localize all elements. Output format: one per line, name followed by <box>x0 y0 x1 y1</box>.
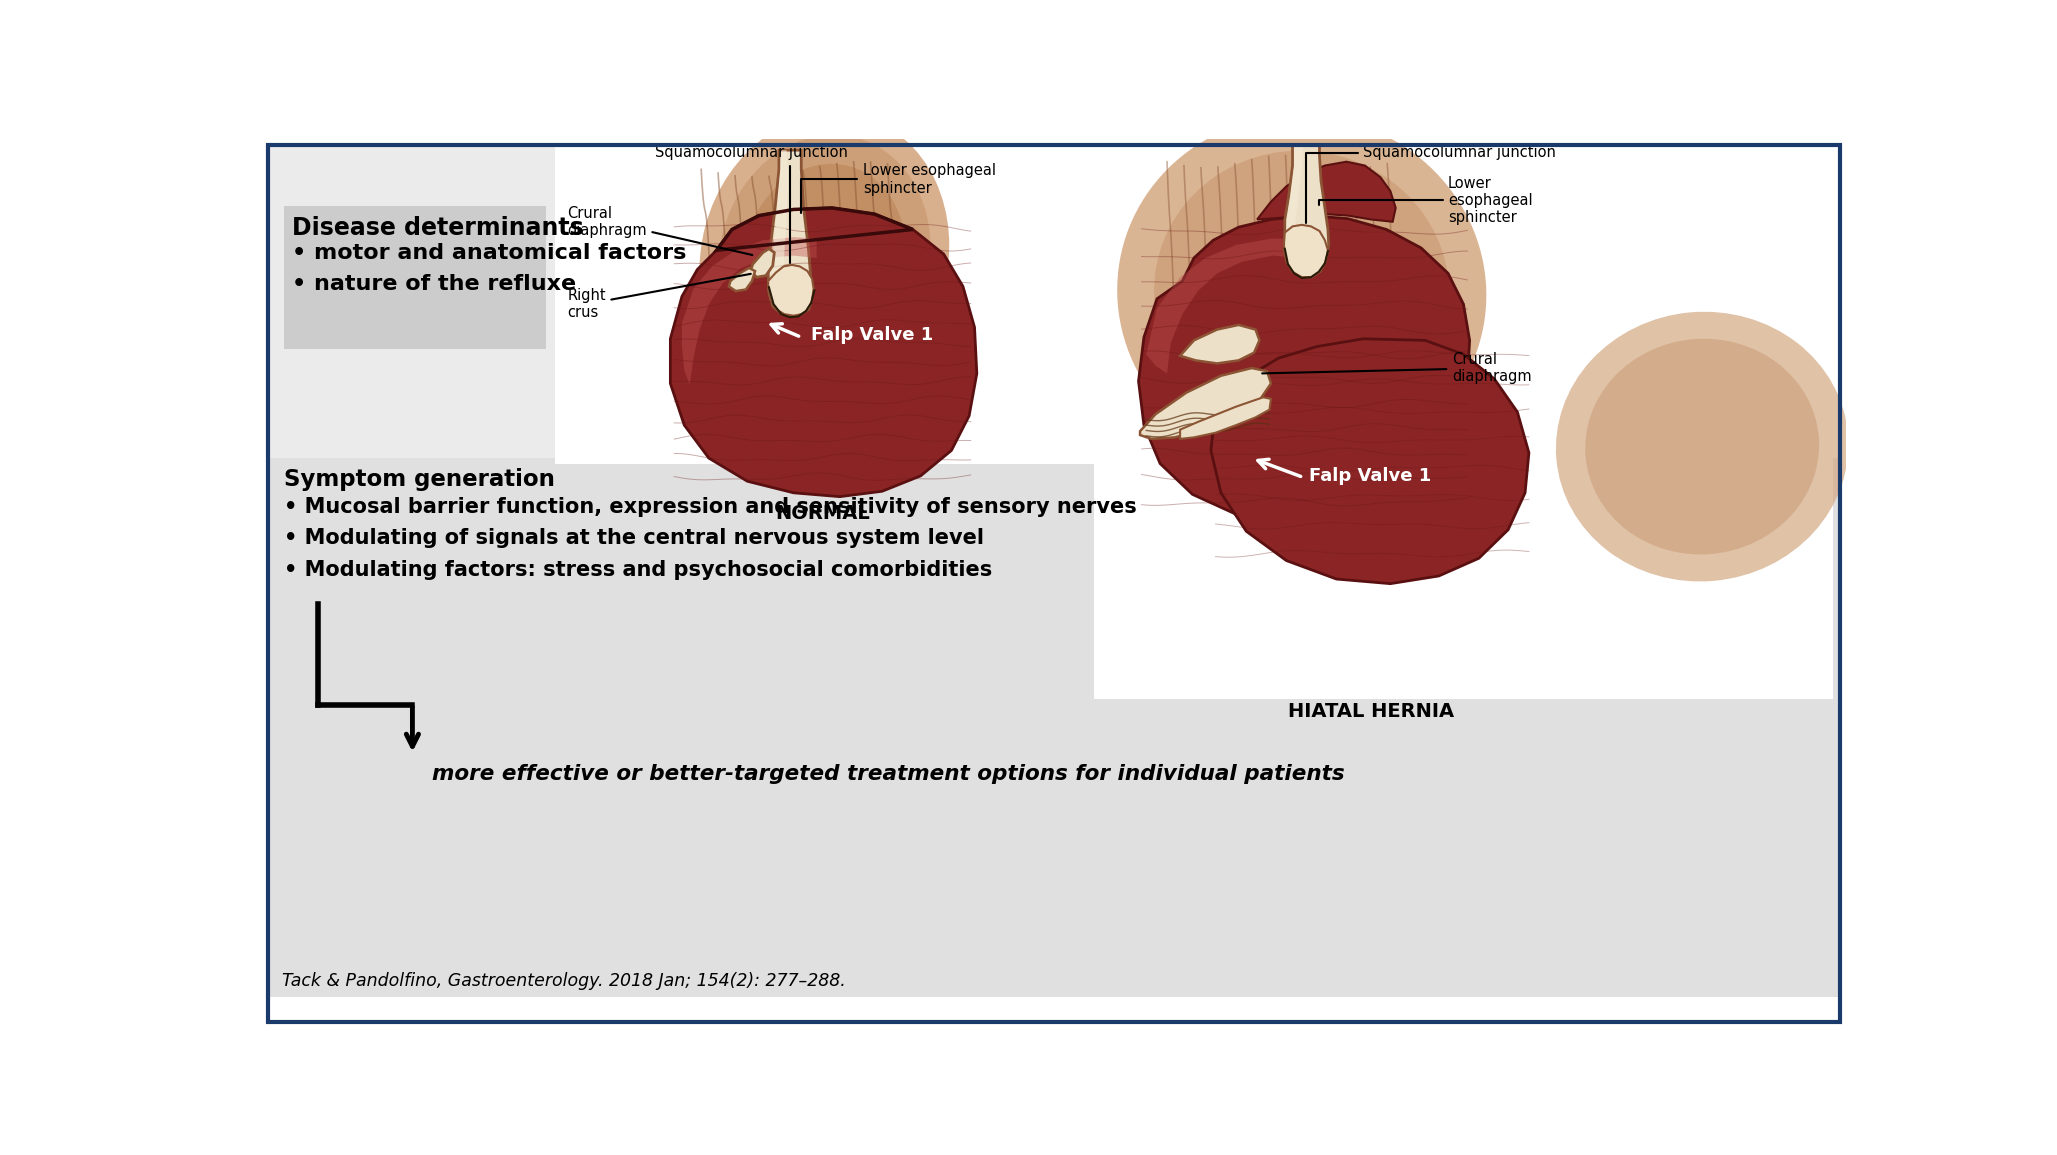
Polygon shape <box>1286 144 1304 268</box>
Polygon shape <box>767 150 810 315</box>
Ellipse shape <box>1117 116 1487 470</box>
Bar <box>284 207 545 349</box>
Polygon shape <box>1181 397 1271 439</box>
Text: Crural
diaphragm: Crural diaphragm <box>1263 352 1532 385</box>
Text: Squamocolumnar junction: Squamocolumnar junction <box>1306 146 1557 223</box>
Polygon shape <box>767 264 815 315</box>
Text: NORMAL: NORMAL <box>775 505 870 523</box>
Polygon shape <box>671 208 977 497</box>
Text: Falp Valve 1: Falp Valve 1 <box>1310 467 1432 485</box>
Text: Squamocolumnar junction: Squamocolumnar junction <box>654 146 847 263</box>
Text: Tack & Pandolfino, Gastroenterology. 2018 Jan; 154(2): 277–288.: Tack & Pandolfino, Gastroenterology. 201… <box>282 971 845 990</box>
Ellipse shape <box>1154 151 1450 434</box>
Text: Lower
esophageal
sphincter: Lower esophageal sphincter <box>1319 176 1532 225</box>
Text: • Modulating of signals at the central nervous system level: • Modulating of signals at the central n… <box>284 528 983 549</box>
Polygon shape <box>1181 325 1259 364</box>
Text: • nature of the refluxe: • nature of the refluxe <box>292 274 576 295</box>
Polygon shape <box>1284 225 1329 277</box>
Text: Falp Valve 1: Falp Valve 1 <box>810 326 932 344</box>
Bar <box>1094 144 1833 699</box>
Text: Lower esophageal
sphincter: Lower esophageal sphincter <box>802 163 996 213</box>
Ellipse shape <box>1555 312 1849 581</box>
Polygon shape <box>1138 216 1469 522</box>
Text: • motor and anatomical factors: • motor and anatomical factors <box>292 244 685 263</box>
Polygon shape <box>728 268 755 291</box>
Text: more effective or better-targeted treatment options for individual patients: more effective or better-targeted treatm… <box>432 763 1345 784</box>
Polygon shape <box>1212 338 1528 583</box>
Bar <box>555 144 1103 464</box>
Text: • Mucosal barrier function, expression and sensitivity of sensory nerves: • Mucosal barrier function, expression a… <box>284 497 1138 516</box>
Polygon shape <box>683 237 817 385</box>
Polygon shape <box>771 150 788 313</box>
Ellipse shape <box>699 113 948 403</box>
Bar <box>267 459 1841 997</box>
Ellipse shape <box>718 135 930 381</box>
Text: HIATAL HERNIA: HIATAL HERNIA <box>1288 702 1454 721</box>
Text: Disease determinants: Disease determinants <box>292 216 584 239</box>
Bar <box>267 144 562 461</box>
Text: Crural
diaphragm: Crural diaphragm <box>568 206 753 255</box>
Polygon shape <box>751 248 773 277</box>
Polygon shape <box>1286 144 1329 271</box>
Ellipse shape <box>743 164 905 352</box>
Text: • Modulating factors: stress and psychosocial comorbidities: • Modulating factors: stress and psychos… <box>284 560 991 580</box>
Text: Symptom generation: Symptom generation <box>284 468 555 491</box>
Text: Right
crus: Right crus <box>568 274 751 320</box>
Polygon shape <box>1140 368 1271 439</box>
Ellipse shape <box>1586 338 1818 554</box>
Polygon shape <box>1146 239 1302 373</box>
Polygon shape <box>1257 162 1397 222</box>
